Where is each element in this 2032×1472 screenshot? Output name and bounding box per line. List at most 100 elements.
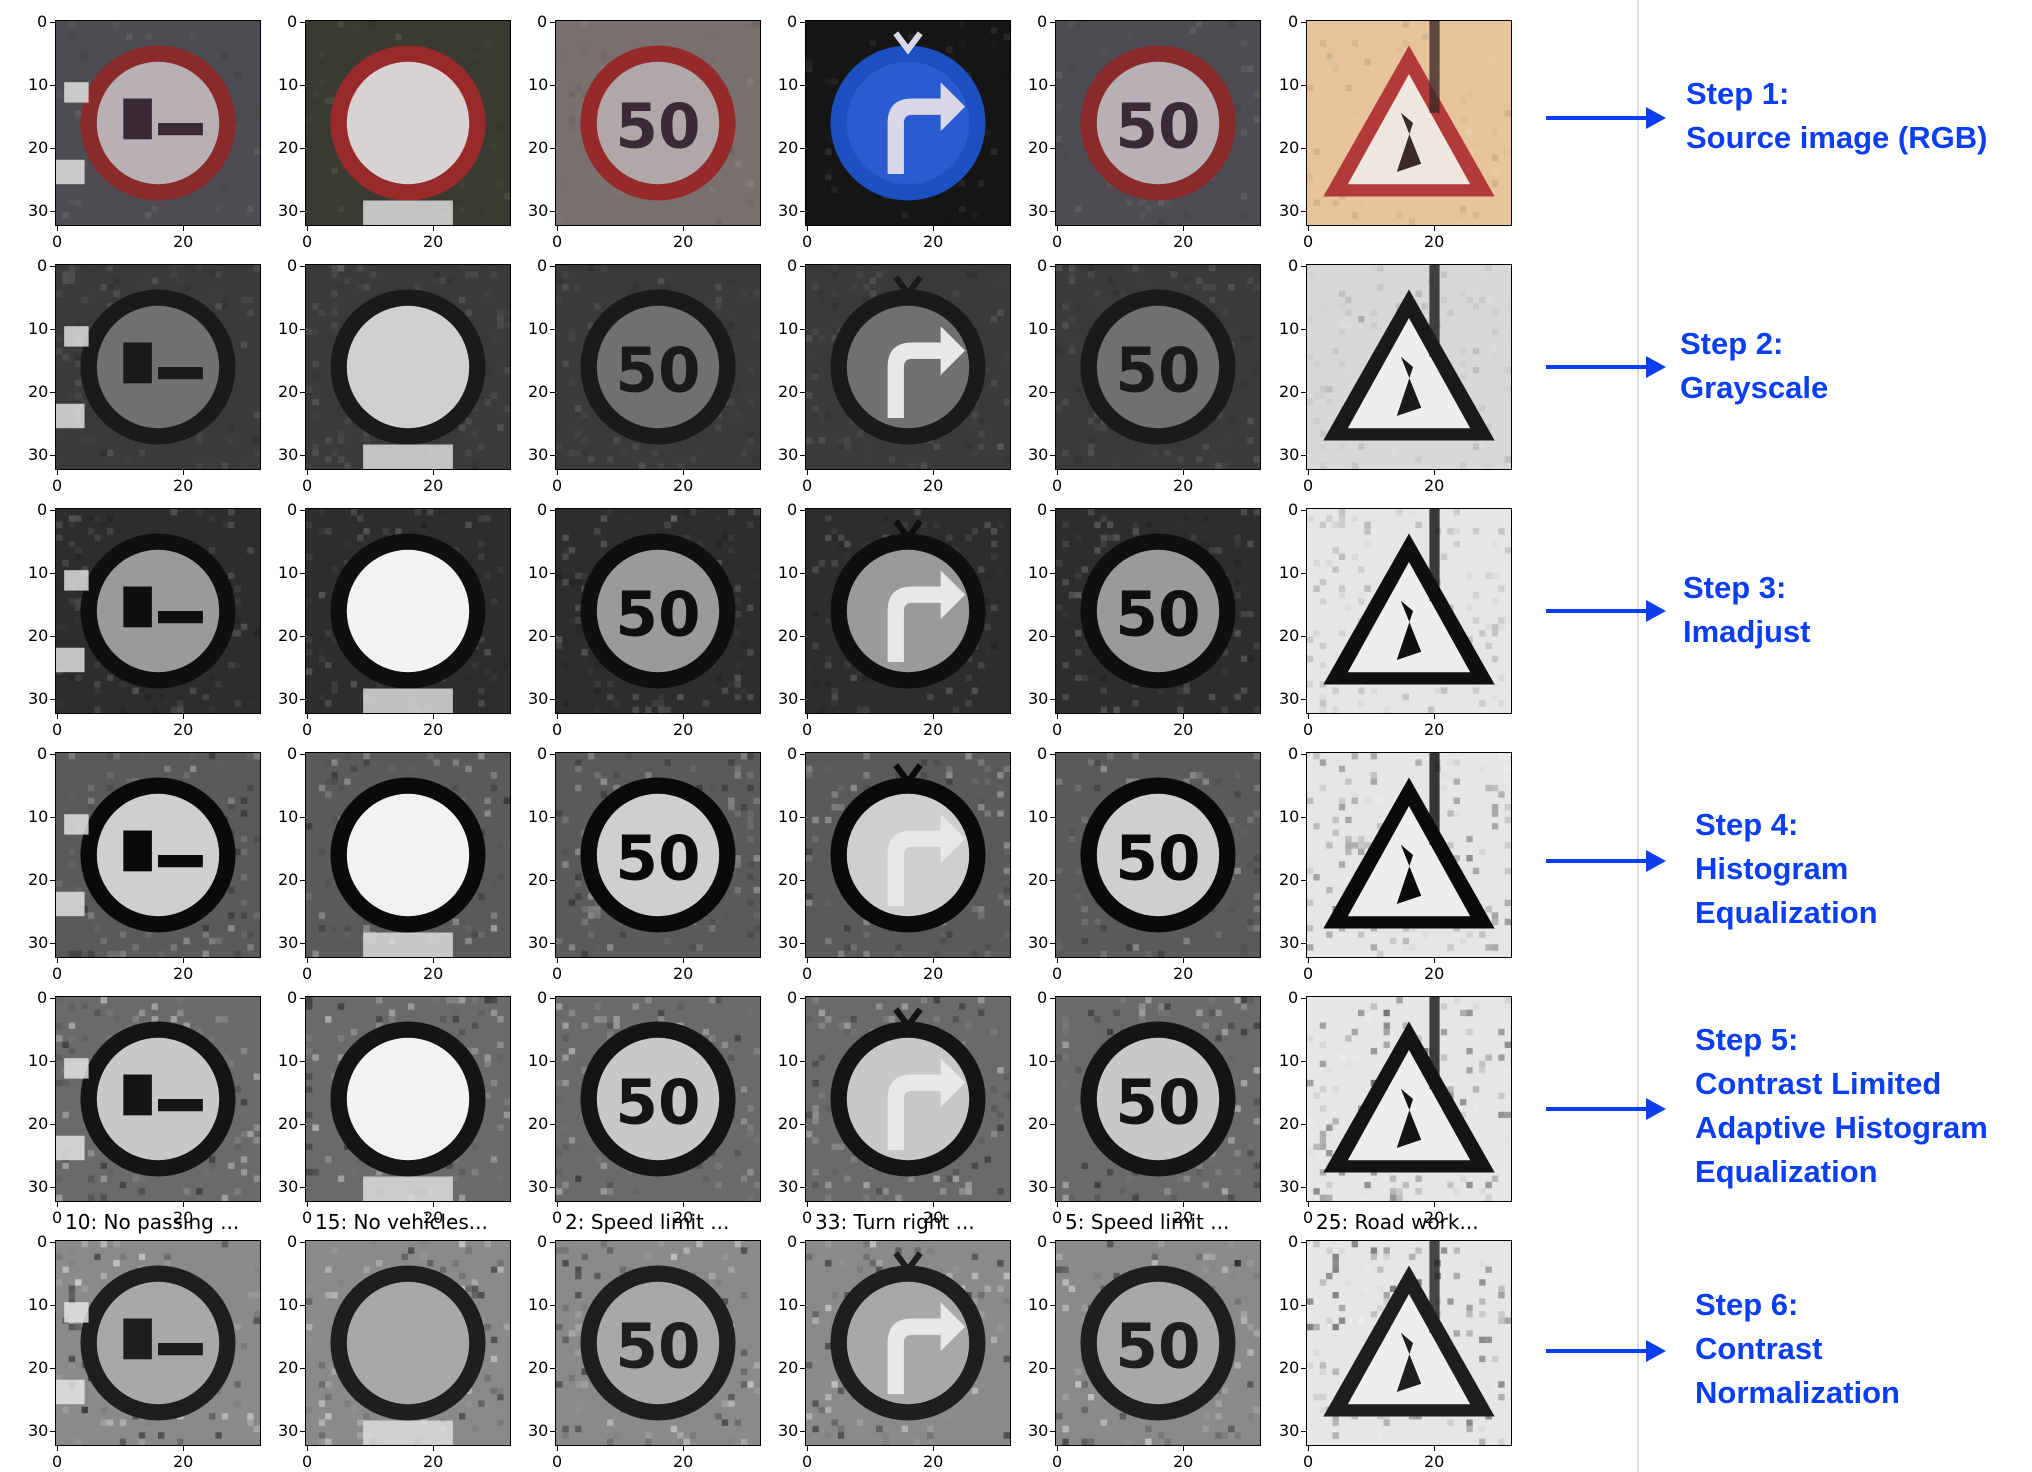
x-tick-label: 0 [802, 232, 813, 251]
y-tick-label: 30 [28, 689, 49, 708]
x-tick-label: 20 [923, 1208, 944, 1227]
y-tick-label: 20 [28, 1358, 49, 1377]
y-tick-mark [300, 329, 305, 330]
sign-image: 50 [555, 508, 761, 714]
y-tick-mark [550, 1305, 555, 1306]
y-tick-mark [1301, 1431, 1306, 1432]
x-tick-label: 20 [1424, 232, 1445, 251]
y-tick-label: 20 [28, 138, 49, 157]
y-tick-mark [800, 1305, 805, 1306]
x-tick-label: 0 [1303, 720, 1314, 739]
x-tick-label: 0 [1303, 1452, 1314, 1471]
y-tick-mark [1301, 1187, 1306, 1188]
x-tick-label: 20 [923, 964, 944, 983]
y-tick-label: 10 [1028, 75, 1049, 94]
y-tick-mark [300, 943, 305, 944]
x-tick-label: 0 [802, 1208, 813, 1227]
x-tick-mark [307, 714, 308, 719]
step-label-line: Step 1: [1686, 76, 1790, 111]
y-tick-label: 30 [1279, 1421, 1300, 1440]
y-tick-mark [1050, 266, 1055, 267]
sign-image [55, 264, 261, 470]
x-tick-label: 20 [173, 964, 194, 983]
x-tick-label: 0 [802, 476, 813, 495]
y-tick-label: 30 [278, 933, 299, 952]
y-tick-mark [1050, 22, 1055, 23]
y-tick-label: 20 [528, 1358, 549, 1377]
y-tick-label: 0 [287, 500, 298, 519]
y-tick-label: 0 [37, 500, 48, 519]
y-tick-mark [300, 1305, 305, 1306]
y-tick-mark [300, 699, 305, 700]
x-tick-mark [1308, 958, 1309, 963]
x-tick-mark [1434, 1202, 1435, 1207]
y-tick-mark [300, 22, 305, 23]
y-tick-mark [550, 1368, 555, 1369]
x-tick-label: 0 [1052, 1452, 1063, 1471]
x-tick-mark [557, 714, 558, 719]
y-tick-label: 0 [787, 988, 798, 1007]
y-tick-label: 10 [28, 319, 49, 338]
x-tick-mark [1434, 714, 1435, 719]
y-tick-label: 20 [1279, 382, 1300, 401]
y-tick-label: 30 [278, 445, 299, 464]
x-tick-mark [1308, 470, 1309, 475]
step-label-line: Histogram [1695, 851, 1849, 886]
x-tick-mark [183, 958, 184, 963]
step-label-line: Step 6: [1695, 1287, 1799, 1322]
y-tick-mark [50, 1242, 55, 1243]
sign-image: 50 [1055, 1240, 1261, 1446]
y-tick-label: 0 [1288, 500, 1299, 519]
y-tick-mark [50, 85, 55, 86]
y-tick-mark [300, 455, 305, 456]
sign-image [805, 20, 1011, 226]
y-tick-mark [550, 1124, 555, 1125]
x-tick-mark [1183, 470, 1184, 475]
y-tick-mark [1301, 636, 1306, 637]
y-tick-label: 30 [278, 689, 299, 708]
x-tick-label: 0 [52, 720, 63, 739]
y-tick-mark [1050, 1431, 1055, 1432]
y-tick-mark [300, 636, 305, 637]
x-tick-label: 0 [552, 476, 563, 495]
y-tick-mark [800, 510, 805, 511]
x-tick-mark [433, 226, 434, 231]
y-tick-label: 0 [787, 744, 798, 763]
y-tick-mark [1050, 1187, 1055, 1188]
column-title: 2: Speed limit ... [565, 1210, 730, 1234]
y-tick-label: 20 [1028, 870, 1049, 889]
sign-image [805, 996, 1011, 1202]
y-tick-label: 30 [1279, 445, 1300, 464]
sign-image: 50 [555, 752, 761, 958]
x-tick-mark [1057, 1446, 1058, 1451]
x-tick-mark [1308, 226, 1309, 231]
y-tick-mark [50, 211, 55, 212]
y-tick-label: 30 [28, 1421, 49, 1440]
sign-image [305, 264, 511, 470]
sign-image: 50 [555, 996, 761, 1202]
y-tick-mark [50, 1124, 55, 1125]
y-tick-mark [50, 455, 55, 456]
y-tick-mark [800, 1061, 805, 1062]
svg-text:50: 50 [1115, 823, 1200, 894]
x-tick-mark [183, 1446, 184, 1451]
x-tick-label: 20 [1424, 1208, 1445, 1227]
y-tick-label: 20 [278, 382, 299, 401]
y-tick-label: 0 [37, 744, 48, 763]
y-tick-mark [800, 211, 805, 212]
sign-image [305, 996, 511, 1202]
y-tick-label: 20 [28, 382, 49, 401]
y-tick-label: 20 [278, 1358, 299, 1377]
y-tick-mark [1301, 329, 1306, 330]
y-tick-mark [1050, 455, 1055, 456]
y-tick-mark [550, 329, 555, 330]
y-tick-mark [1301, 880, 1306, 881]
y-tick-label: 30 [278, 1177, 299, 1196]
y-tick-mark [800, 148, 805, 149]
y-tick-mark [800, 943, 805, 944]
y-tick-mark [1050, 880, 1055, 881]
sign-image [1306, 1240, 1512, 1446]
y-tick-label: 30 [528, 689, 549, 708]
step-label-line: Step 5: [1695, 1022, 1799, 1057]
y-tick-mark [1301, 148, 1306, 149]
